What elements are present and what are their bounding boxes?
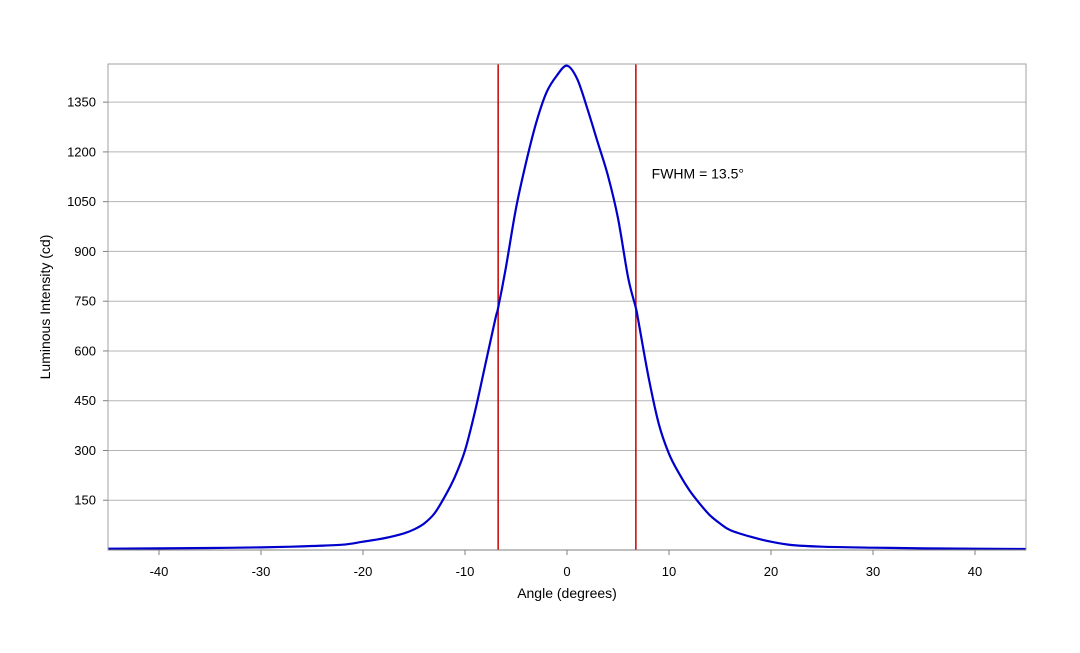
annotations: FWHM = 13.5° — [652, 165, 744, 181]
y-tick-label: 1200 — [67, 144, 96, 159]
x-tick-label: -40 — [150, 564, 169, 579]
x-tick-label: -30 — [252, 564, 271, 579]
y-tick-label: 1350 — [67, 95, 96, 110]
y-tick-label: 900 — [74, 244, 96, 259]
y-tick-label: 600 — [74, 343, 96, 358]
y-tick-label: 150 — [74, 493, 96, 508]
fwhm-annotation: FWHM = 13.5° — [652, 165, 744, 181]
y-axis-ticks: 150 300 450 600 750 900 1050 1200 1350 — [67, 95, 108, 508]
x-tick-label: 40 — [968, 564, 982, 579]
x-axis-ticks: -40 -30 -20 -10 0 10 20 30 40 — [150, 550, 982, 579]
y-tick-label: 1050 — [67, 194, 96, 209]
data-series — [107, 64, 1027, 551]
y-tick-label: 750 — [74, 294, 96, 309]
x-axis-title: Angle (degrees) — [517, 585, 617, 601]
x-tick-label: -10 — [456, 564, 475, 579]
y-tick-label: 300 — [74, 443, 96, 458]
y-axis-title: Luminous Intensity (cd) — [37, 235, 53, 380]
x-tick-label: 20 — [764, 564, 778, 579]
x-tick-label: 10 — [662, 564, 676, 579]
y-tick-label: 450 — [74, 393, 96, 408]
grid-lines — [108, 101, 1026, 501]
plot-frame — [107, 63, 1027, 551]
x-tick-label: 30 — [866, 564, 880, 579]
reference-lines — [497, 64, 637, 550]
x-tick-label: -20 — [354, 564, 373, 579]
intensity-series-line — [107, 64, 1027, 551]
x-tick-label: 0 — [563, 564, 570, 579]
